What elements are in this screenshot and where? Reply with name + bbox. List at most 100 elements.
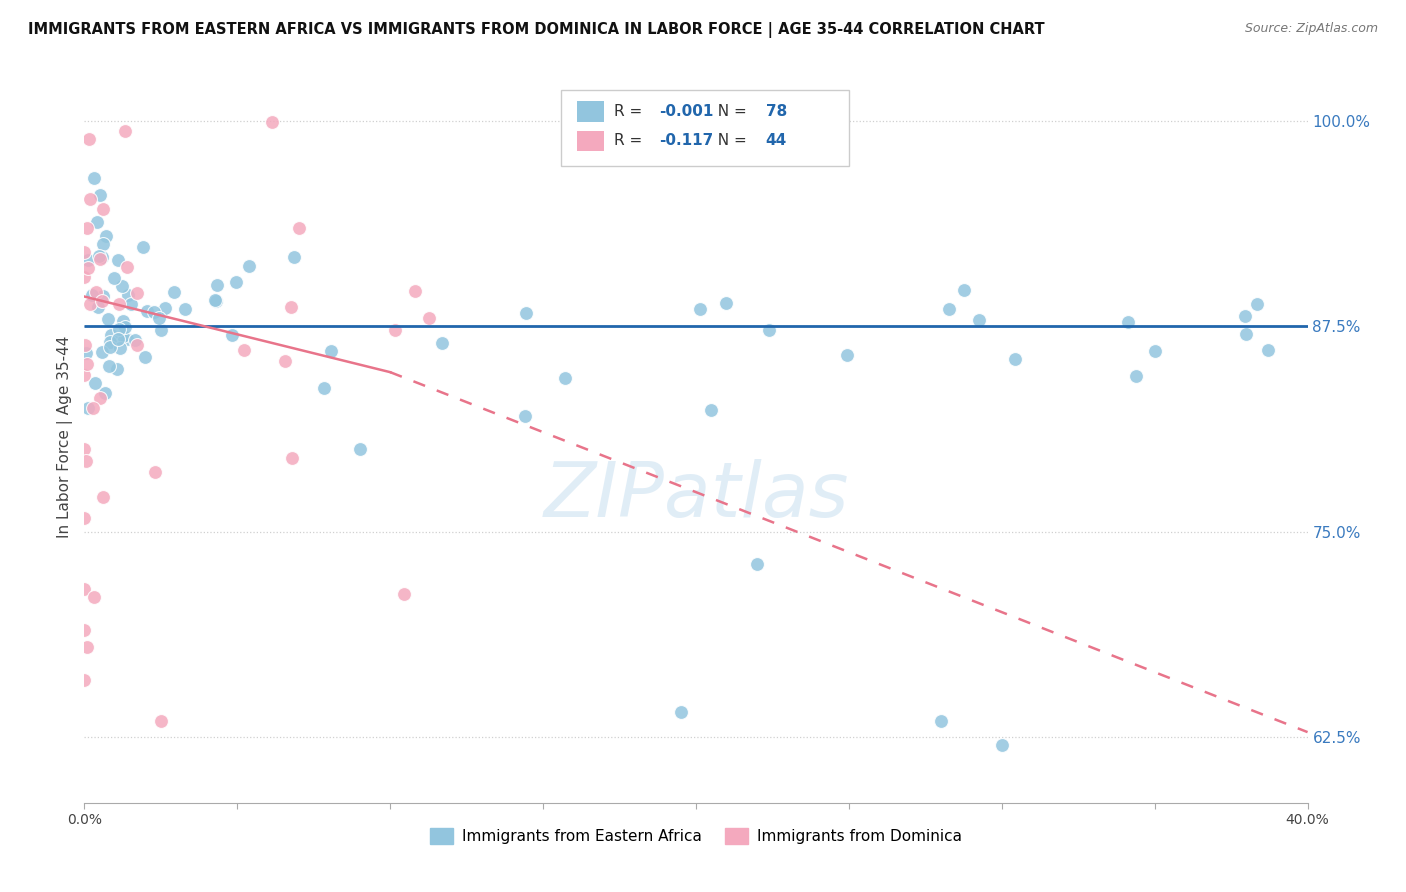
Point bbox=[136, 303, 159, 318]
Point bbox=[758, 323, 780, 337]
Point bbox=[153, 301, 176, 315]
Point bbox=[91, 491, 114, 505]
Point bbox=[714, 296, 737, 310]
Text: N =: N = bbox=[709, 104, 752, 120]
Point bbox=[699, 403, 721, 417]
Point bbox=[76, 640, 98, 654]
Point bbox=[111, 314, 134, 328]
Point bbox=[124, 333, 146, 347]
Text: R =: R = bbox=[614, 133, 647, 148]
Point bbox=[205, 293, 228, 308]
Point bbox=[1125, 368, 1147, 383]
Point bbox=[394, 586, 416, 600]
Point bbox=[149, 714, 172, 728]
Point bbox=[221, 328, 243, 343]
Point bbox=[967, 313, 990, 327]
Point bbox=[125, 285, 148, 300]
Point bbox=[91, 236, 114, 251]
Point bbox=[991, 739, 1014, 753]
Point bbox=[83, 591, 105, 605]
Point bbox=[143, 305, 166, 319]
Point bbox=[108, 297, 131, 311]
Point bbox=[79, 192, 101, 206]
Point bbox=[82, 288, 104, 302]
Point bbox=[115, 260, 138, 275]
Point bbox=[77, 252, 100, 267]
Point bbox=[117, 288, 139, 302]
Text: N =: N = bbox=[709, 133, 752, 148]
Point bbox=[73, 673, 96, 687]
Point bbox=[86, 215, 108, 229]
Point bbox=[89, 252, 111, 266]
Point bbox=[689, 301, 711, 316]
Point bbox=[349, 442, 371, 457]
Point bbox=[110, 279, 132, 293]
Point bbox=[90, 294, 112, 309]
Point bbox=[952, 283, 974, 297]
Point bbox=[262, 115, 284, 129]
Point bbox=[143, 465, 166, 479]
Point bbox=[1246, 296, 1268, 310]
Point bbox=[94, 385, 117, 400]
Point bbox=[84, 285, 107, 300]
Point bbox=[225, 275, 247, 289]
Point bbox=[1257, 343, 1279, 357]
Point bbox=[1143, 343, 1166, 358]
Point bbox=[100, 328, 122, 343]
Y-axis label: In Labor Force | Age 35-44: In Labor Force | Age 35-44 bbox=[58, 336, 73, 538]
Point bbox=[115, 332, 138, 346]
Point bbox=[73, 269, 96, 284]
Point bbox=[73, 511, 96, 525]
Point bbox=[515, 306, 537, 320]
Point bbox=[1236, 327, 1258, 342]
Text: 78: 78 bbox=[766, 104, 787, 120]
Point bbox=[280, 300, 302, 314]
Point bbox=[163, 285, 186, 300]
Point bbox=[77, 132, 100, 146]
Point bbox=[90, 250, 112, 264]
Point bbox=[205, 277, 228, 292]
Legend: Immigrants from Eastern Africa, Immigrants from Dominica: Immigrants from Eastern Africa, Immigran… bbox=[423, 822, 969, 850]
Point bbox=[77, 401, 100, 415]
Point bbox=[384, 323, 406, 337]
Point bbox=[87, 249, 110, 263]
Point bbox=[98, 340, 121, 354]
Point bbox=[404, 284, 426, 298]
Point bbox=[107, 332, 129, 346]
Point bbox=[114, 319, 136, 334]
Point bbox=[149, 323, 172, 337]
Point bbox=[91, 289, 114, 303]
FancyBboxPatch shape bbox=[578, 102, 605, 122]
Point bbox=[938, 302, 960, 317]
Point bbox=[108, 341, 131, 355]
Point bbox=[75, 338, 97, 352]
Text: Source: ZipAtlas.com: Source: ZipAtlas.com bbox=[1244, 22, 1378, 36]
Point bbox=[73, 245, 96, 260]
Point bbox=[107, 361, 129, 376]
Point bbox=[73, 582, 96, 596]
Point bbox=[281, 451, 304, 466]
Point bbox=[111, 329, 134, 343]
Point bbox=[418, 310, 440, 325]
Point bbox=[134, 350, 156, 364]
Point bbox=[287, 221, 309, 235]
Point bbox=[75, 454, 97, 468]
Text: -0.117: -0.117 bbox=[659, 133, 713, 148]
Point bbox=[430, 335, 453, 350]
Point bbox=[554, 371, 576, 385]
FancyBboxPatch shape bbox=[578, 130, 605, 151]
Point bbox=[747, 558, 769, 572]
Point bbox=[349, 837, 371, 851]
Point bbox=[1116, 315, 1139, 329]
Point bbox=[233, 343, 256, 358]
Point bbox=[929, 714, 952, 728]
Point bbox=[502, 812, 524, 826]
Point bbox=[148, 310, 170, 325]
Point bbox=[273, 354, 295, 368]
Point bbox=[73, 442, 96, 457]
Text: -0.001: -0.001 bbox=[659, 104, 714, 120]
FancyBboxPatch shape bbox=[561, 90, 849, 167]
Text: 44: 44 bbox=[766, 133, 787, 148]
Point bbox=[108, 322, 131, 336]
Point bbox=[98, 359, 121, 373]
